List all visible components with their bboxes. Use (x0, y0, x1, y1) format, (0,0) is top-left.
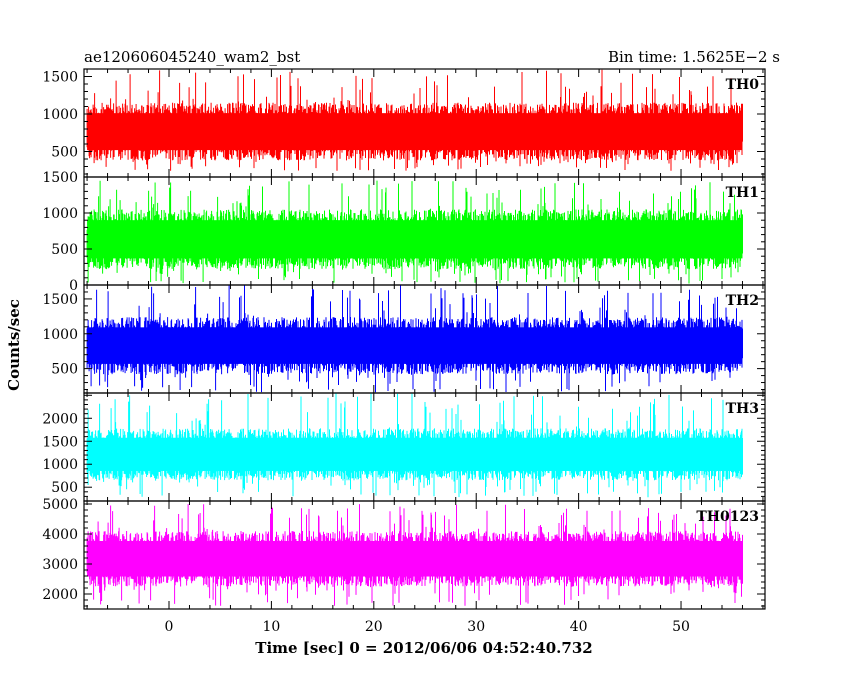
panel-label-th1: TH1 (726, 185, 759, 201)
x-tick-label: 20 (365, 619, 383, 635)
y-tick-label: 2000 (42, 587, 78, 603)
y-tick-label: 5000 (42, 497, 78, 513)
x-tick-label: 10 (262, 619, 280, 635)
panel-label-th3: TH3 (726, 401, 759, 417)
y-tick-label: 1000 (42, 107, 78, 123)
panel-th0: 500 1000 1500 TH0 (42, 68, 766, 178)
y-tick-label: 500 (51, 145, 78, 161)
y-tick-label: 1500 (42, 170, 78, 186)
y-axis-title: Counts/sec (5, 299, 23, 391)
panel-label-th0: TH0 (726, 77, 760, 93)
series-band-th1 (87, 220, 743, 259)
x-tick-label: 0 (165, 619, 174, 635)
figure-title: ae120606045240_wam2_bst (84, 48, 300, 66)
y-tick-label: 0 (69, 278, 78, 294)
y-tick-label: 1000 (42, 206, 78, 222)
series-band-th0123 (87, 540, 743, 577)
y-tick-label: 1500 (42, 70, 78, 86)
y-tick-label: 4000 (42, 527, 78, 543)
series-band-th3 (87, 437, 743, 471)
x-tick-label: 50 (672, 619, 690, 635)
y-tick-label: 1000 (42, 457, 78, 473)
y-tick-label: 500 (51, 362, 78, 378)
panel-th3: 500 1000 1500 2000 TH3 (42, 392, 766, 502)
x-axis-title: Time [sec] 0 = 2012/06/06 04:52:40.732 (255, 639, 592, 657)
panel-th0123: 2000 3000 4000 5000 TH0123 (42, 497, 766, 610)
x-tick-label: 30 (467, 619, 485, 635)
panel-th1: 0 500 1000 1500 TH1 (42, 170, 766, 294)
x-tick-label: 40 (570, 619, 588, 635)
panel-label-th2: TH2 (726, 293, 759, 309)
series-band-th2 (87, 327, 743, 364)
panel-label-th0123: TH0123 (696, 509, 759, 525)
y-tick-label: 3000 (42, 557, 78, 573)
bin-time-label: Bin time: 1.5625E−2 s (608, 48, 780, 66)
y-tick-label: 1500 (42, 434, 78, 450)
series-band-th0 (87, 113, 743, 151)
panels: 500 1000 1500 TH0 0 500 1000 1500 TH1 500 1000 1500… (42, 68, 766, 610)
y-tick-label: 500 (51, 242, 78, 258)
y-tick-label: 500 (51, 480, 78, 496)
panel-frame (83, 500, 766, 610)
y-tick-label: 2000 (42, 411, 78, 427)
panel-th2: 500 1000 1500 TH2 (42, 284, 766, 394)
y-tick-label: 1500 (42, 292, 78, 308)
x-axis: 0 10 20 30 40 50 (165, 619, 690, 635)
y-tick-label: 1000 (42, 327, 78, 343)
